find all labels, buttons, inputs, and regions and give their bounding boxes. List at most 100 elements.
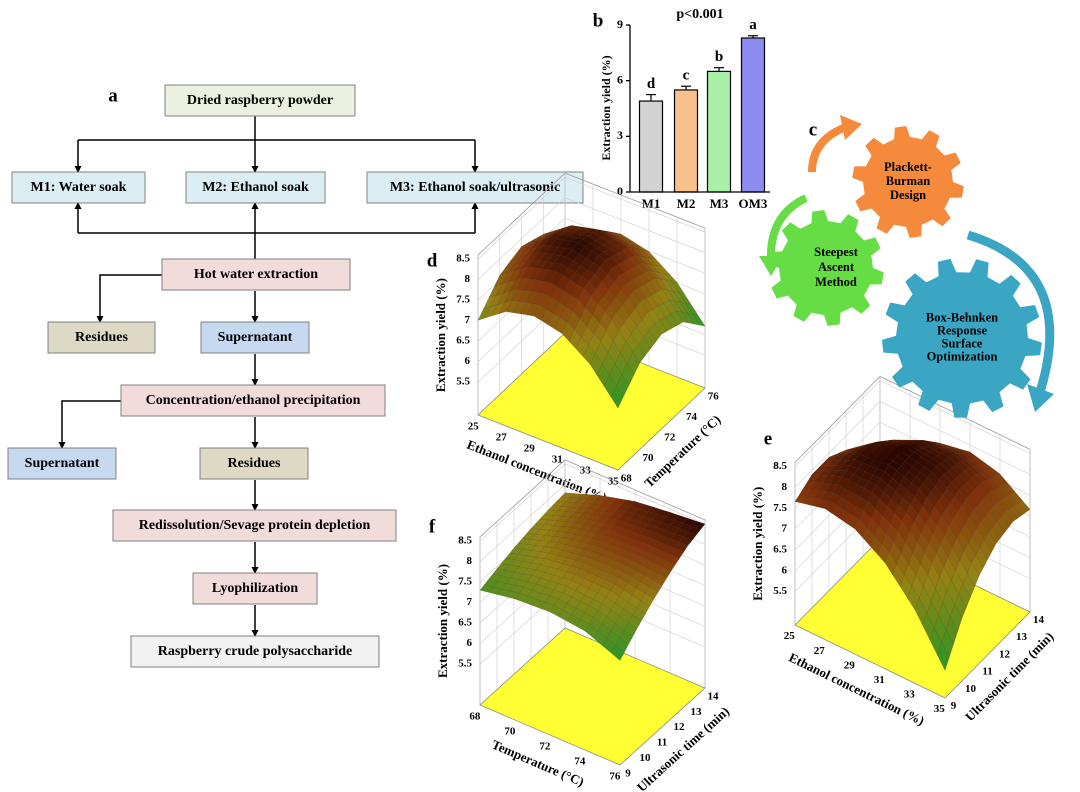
significance-letter: c (683, 68, 690, 84)
gear (852, 126, 964, 238)
x-tick-label: 27 (814, 645, 826, 657)
panel-label: b (593, 10, 604, 31)
panel-label: a (108, 85, 118, 106)
x-tick-label: 25 (784, 630, 796, 642)
gear-label: Surface (942, 336, 983, 350)
x-tick-label: 29 (844, 659, 856, 671)
x-tick-label: 33 (580, 465, 592, 477)
surface-cell (611, 645, 625, 661)
z-tick-label: 5.5 (458, 658, 472, 670)
y-tick-label: 72 (664, 431, 676, 443)
gear-label: Ascent (818, 260, 855, 274)
flow-box (120, 384, 386, 417)
flow-label: Concentration/ethanol precipitation (146, 393, 361, 408)
x-tick-label: 68 (469, 710, 481, 722)
y-tick-label: 11 (657, 737, 667, 749)
cycle-arrowhead (840, 115, 862, 140)
flow-label: Redissolution/Sevage protein depletion (139, 518, 371, 533)
flow-arrow (58, 400, 121, 449)
z-tick-label: 6.5 (458, 617, 472, 629)
x-tick-label: 27 (496, 432, 508, 444)
surface-cell (610, 385, 624, 409)
z-tick-label: 8.5 (773, 460, 787, 472)
panel-label: e (764, 428, 772, 449)
surface-cell (1018, 500, 1031, 513)
floor (477, 332, 706, 471)
z-tick-label: 8.5 (456, 253, 470, 265)
bar (740, 37, 766, 193)
bar (673, 89, 699, 193)
x-tick-label: M1 (642, 196, 661, 211)
flow-box (161, 258, 351, 291)
surface-cell (686, 312, 700, 326)
z-tick-label: 6.5 (456, 335, 470, 347)
y-tick-label: 6 (617, 72, 623, 86)
flow-arrow (96, 274, 162, 323)
surface-cell (937, 642, 950, 671)
flow-box (164, 84, 356, 117)
surface-cell (643, 330, 657, 349)
y-tick-label: 12 (674, 721, 686, 733)
panel-label: d (427, 250, 438, 271)
surface-cell (627, 351, 640, 375)
surface-cell (649, 580, 663, 593)
y-tick-label: 0 (617, 184, 623, 198)
surface-cell (659, 316, 673, 332)
floor (479, 627, 706, 766)
flow-box (192, 572, 318, 605)
z-tick-label: 6.5 (773, 543, 787, 555)
y-tick-label: 11 (982, 666, 992, 678)
surface-cell (992, 521, 1005, 539)
surface-cell (632, 344, 646, 364)
x-tick-label: 25 (468, 421, 480, 433)
surface-cell (621, 362, 635, 386)
flow-label: Dried raspberry powder (187, 93, 333, 108)
bar (638, 100, 664, 193)
surface-cell (971, 555, 984, 577)
flow-box (130, 635, 380, 668)
y-tick-label: 70 (642, 452, 654, 464)
y-tick-label: 12 (999, 648, 1011, 660)
surface-cell (670, 310, 684, 326)
x-tick-label: 29 (524, 443, 536, 455)
surface-cell (616, 374, 630, 398)
surface-cell (984, 532, 997, 553)
flow-label: M3: Ethanol soak/ultrasonic (390, 180, 560, 195)
flow-label: M2: Ethanol soak (202, 180, 309, 195)
surface-cell (623, 622, 638, 637)
gear (882, 258, 1042, 418)
flow-label: Supernatant (218, 330, 293, 345)
gear-label: Design (890, 188, 926, 202)
y-tick-label: 76 (708, 390, 720, 402)
flow-label: Supernatant (25, 456, 100, 471)
surface-cell (638, 337, 651, 357)
bar (706, 70, 732, 193)
significance-letter: a (749, 17, 757, 33)
x-tick-label: 76 (609, 770, 621, 782)
z-tick-label: 7.5 (458, 576, 472, 588)
z-tick-label: 5.5 (456, 376, 470, 388)
y-tick-label: 3 (617, 128, 623, 142)
flow-box (366, 171, 584, 204)
cycle-arrow (966, 230, 1055, 394)
flow-label: Residues (75, 330, 128, 345)
y-tick-label: 10 (640, 752, 652, 764)
x-tick-label: 70 (504, 725, 516, 737)
y-tick-label: 14 (1033, 614, 1045, 626)
cycle-arrowhead (1027, 384, 1054, 412)
flow-box (7, 447, 117, 480)
z-tick-label: 6 (467, 637, 473, 649)
flow-box (11, 171, 146, 204)
y-tick-label: 14 (708, 690, 720, 702)
surface-cell (1013, 503, 1027, 516)
z-tick-label: 7 (782, 523, 788, 535)
flow-label: Residues (228, 456, 281, 471)
z-tick-label: 7 (467, 596, 473, 608)
z-tick-label: 7.5 (456, 294, 470, 306)
y-tick-label: 9 (625, 767, 631, 779)
z-axis-title: Extraction yield (%) (433, 278, 448, 392)
gear (768, 210, 884, 326)
floor (794, 538, 1031, 699)
z-tick-label: 5.5 (773, 585, 787, 597)
